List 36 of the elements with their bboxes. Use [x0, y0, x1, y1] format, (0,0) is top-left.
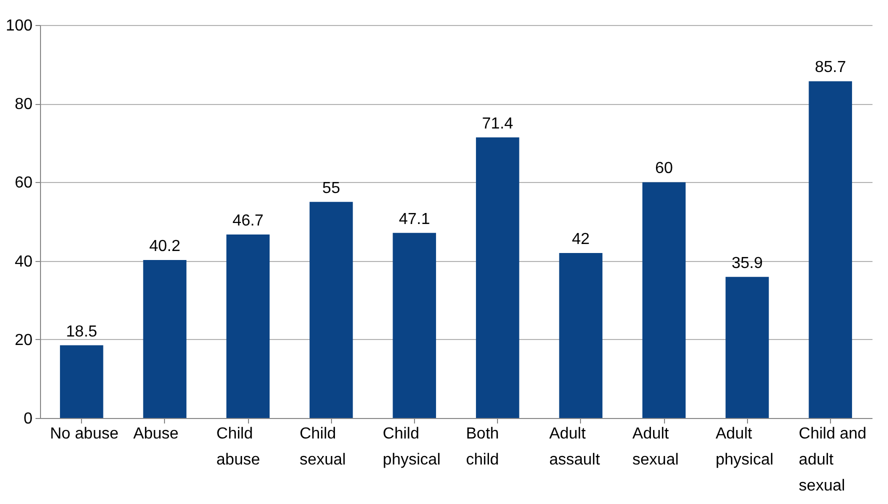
data-label: 47.1	[398, 210, 430, 228]
x-tick-label: Both child	[466, 426, 499, 468]
data-label: 46.7	[232, 212, 264, 230]
y-tick-label: 60	[14, 174, 33, 192]
y-tick-label: 80	[14, 96, 33, 114]
y-tick-label: 20	[14, 332, 33, 349]
bar	[726, 276, 769, 418]
data-label: 55	[322, 180, 340, 197]
bar	[392, 232, 436, 418]
x-tick-label: Child physical	[382, 426, 441, 468]
x-tick-label: Abuse	[133, 426, 179, 442]
bar	[143, 260, 186, 418]
bar	[559, 252, 602, 418]
y-tick-label: 40	[14, 253, 33, 270]
x-tick-label: Child and adult sexual	[798, 426, 866, 494]
bar	[310, 202, 353, 418]
x-tick-label: No abuse	[50, 426, 119, 442]
x-tick-label: Adult assault	[549, 426, 600, 468]
x-tick-label: Adult physical	[716, 426, 774, 468]
data-label: 85.7	[814, 59, 846, 76]
data-label: 40.2	[149, 238, 180, 256]
x-tick-label: Child sexual	[300, 426, 346, 468]
bar	[476, 137, 520, 418]
data-label: 18.5	[66, 323, 98, 340]
data-label: 71.4	[482, 115, 514, 132]
y-tick-label: 0	[24, 410, 33, 428]
data-label: 60	[655, 160, 673, 178]
bar	[642, 182, 686, 418]
bar	[60, 345, 104, 418]
bar	[226, 234, 270, 418]
bar	[808, 81, 852, 418]
data-label: 35.9	[732, 254, 763, 272]
data-label: 42	[572, 230, 590, 248]
x-tick-label: Child abuse	[216, 426, 260, 468]
x-tick-label: Adult sexual	[632, 426, 679, 468]
y-tick-label: 100	[6, 18, 33, 34]
